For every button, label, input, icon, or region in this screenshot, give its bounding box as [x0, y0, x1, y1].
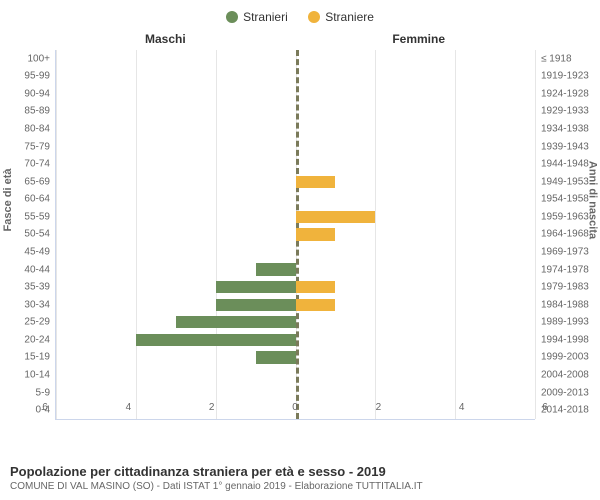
age-label: 100+ — [27, 53, 56, 64]
birth-year-label: 1994-1998 — [535, 334, 589, 345]
x-tick: 2 — [376, 402, 382, 413]
age-label: 70-74 — [24, 159, 56, 170]
age-row: 65-691949-1953 — [56, 173, 535, 191]
chart-footer: Popolazione per cittadinanza straniera p… — [10, 464, 590, 492]
age-row: 45-491969-1973 — [56, 243, 535, 261]
y-axis-label-left: Fasce di età — [2, 169, 14, 232]
bar-male[interactable] — [216, 299, 296, 311]
chart-title: Popolazione per cittadinanza straniera p… — [10, 464, 590, 479]
age-row: 85-891929-1933 — [56, 103, 535, 121]
birth-year-label: 1999-2003 — [535, 352, 589, 363]
plot-area: 100+≤ 191895-991919-192390-941924-192885… — [55, 50, 535, 420]
x-tick: 6 — [42, 402, 48, 413]
age-row: 25-291989-1993 — [56, 314, 535, 332]
bar-male[interactable] — [216, 281, 296, 293]
x-tick: 6 — [542, 402, 548, 413]
age-row: 35-391979-1983 — [56, 278, 535, 296]
bar-female[interactable] — [296, 211, 376, 223]
col-header-female: Femmine — [392, 32, 445, 46]
birth-year-label: 1979-1983 — [535, 282, 589, 293]
birth-year-label: 1934-1938 — [535, 124, 589, 135]
bar-female[interactable] — [296, 228, 336, 240]
birth-year-label: 1959-1963 — [535, 211, 589, 222]
birth-year-label: 1949-1953 — [535, 176, 589, 187]
age-label: 55-59 — [24, 211, 56, 222]
age-row: 10-142004-2008 — [56, 366, 535, 384]
age-row: 100+≤ 1918 — [56, 50, 535, 68]
x-tick: 4 — [459, 402, 465, 413]
x-tick: 4 — [126, 402, 132, 413]
age-row: 80-841934-1938 — [56, 120, 535, 138]
birth-year-label: 1919-1923 — [535, 71, 589, 82]
age-row: 95-991919-1923 — [56, 68, 535, 86]
birth-year-label: 2004-2008 — [535, 370, 589, 381]
column-headers: Maschi Femmine — [55, 32, 535, 50]
legend-item-male[interactable]: Stranieri — [226, 10, 288, 24]
age-label: 35-39 — [24, 282, 56, 293]
age-label: 45-49 — [24, 247, 56, 258]
birth-year-label: 1989-1993 — [535, 317, 589, 328]
age-label: 95-99 — [24, 71, 56, 82]
age-row: 50-541964-1968 — [56, 226, 535, 244]
legend: Stranieri Straniere — [10, 10, 590, 28]
x-axis-ticks: 6 4 2 0 2 4 6 — [45, 402, 545, 418]
age-row: 75-791939-1943 — [56, 138, 535, 156]
bar-male[interactable] — [176, 316, 296, 328]
legend-item-female[interactable]: Straniere — [308, 10, 374, 24]
bar-male[interactable] — [256, 351, 296, 363]
birth-year-label: 1929-1933 — [535, 106, 589, 117]
chart-container: Stranieri Straniere Maschi Femmine Fasce… — [0, 0, 600, 500]
birth-year-label: 1924-1928 — [535, 88, 589, 99]
legend-label-female: Straniere — [325, 10, 374, 24]
bar-female[interactable] — [296, 299, 336, 311]
age-row: 20-241994-1998 — [56, 331, 535, 349]
birth-year-label: 2009-2013 — [535, 387, 589, 398]
birth-year-label: 1984-1988 — [535, 299, 589, 310]
x-tick: 2 — [209, 402, 215, 413]
age-label: 60-64 — [24, 194, 56, 205]
col-header-male: Maschi — [145, 32, 186, 46]
birth-year-label: 1964-1968 — [535, 229, 589, 240]
age-label: 30-34 — [24, 299, 56, 310]
age-row: 55-591959-1963 — [56, 208, 535, 226]
age-label: 75-79 — [24, 141, 56, 152]
age-row: 15-191999-2003 — [56, 349, 535, 367]
birth-year-label: 1944-1948 — [535, 159, 589, 170]
bar-male[interactable] — [256, 263, 296, 275]
legend-swatch-male — [226, 11, 238, 23]
age-label: 90-94 — [24, 88, 56, 99]
x-tick: 0 — [292, 402, 298, 413]
bar-male[interactable] — [136, 334, 296, 346]
age-label: 20-24 — [24, 334, 56, 345]
birth-year-label: 1974-1978 — [535, 264, 589, 275]
age-label: 50-54 — [24, 229, 56, 240]
birth-year-label: 1969-1973 — [535, 247, 589, 258]
age-label: 10-14 — [24, 370, 56, 381]
age-row: 60-641954-1958 — [56, 191, 535, 209]
birth-year-label: ≤ 1918 — [535, 53, 572, 64]
age-label: 85-89 — [24, 106, 56, 117]
birth-year-label: 1939-1943 — [535, 141, 589, 152]
chart-subtitle: COMUNE DI VAL MASINO (SO) - Dati ISTAT 1… — [10, 481, 590, 492]
age-label: 25-29 — [24, 317, 56, 328]
legend-label-male: Stranieri — [243, 10, 288, 24]
rows: 100+≤ 191895-991919-192390-941924-192885… — [56, 50, 535, 419]
birth-year-label: 1954-1958 — [535, 194, 589, 205]
bar-female[interactable] — [296, 281, 336, 293]
age-label: 15-19 — [24, 352, 56, 363]
age-row: 5-92009-2013 — [56, 384, 535, 402]
legend-swatch-female — [308, 11, 320, 23]
age-row: 90-941924-1928 — [56, 85, 535, 103]
age-label: 65-69 — [24, 176, 56, 187]
age-label: 40-44 — [24, 264, 56, 275]
age-row: 40-441974-1978 — [56, 261, 535, 279]
age-label: 5-9 — [36, 387, 56, 398]
age-row: 70-741944-1948 — [56, 155, 535, 173]
bar-female[interactable] — [296, 176, 336, 188]
age-label: 80-84 — [24, 124, 56, 135]
age-row: 30-341984-1988 — [56, 296, 535, 314]
